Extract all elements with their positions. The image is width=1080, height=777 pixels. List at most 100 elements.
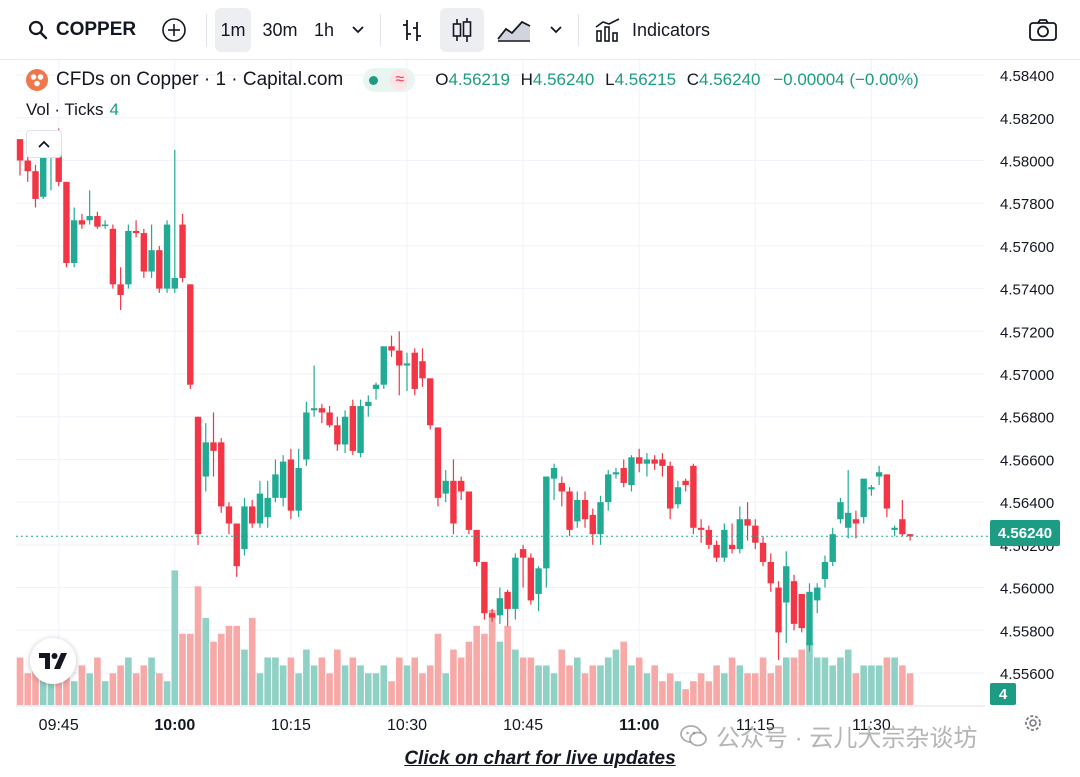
interval-1m[interactable]: 1m xyxy=(215,8,251,52)
candle xyxy=(589,508,596,545)
volume-bar xyxy=(721,673,728,705)
candle xyxy=(643,453,651,477)
close-label: C xyxy=(686,70,700,89)
top-toolbar: COPPER 1m 30m 1h Indicators xyxy=(0,0,1080,60)
candle xyxy=(759,536,767,567)
price-tick-label: 4.56400 xyxy=(1000,495,1054,512)
candle xyxy=(829,527,836,567)
volume-bar xyxy=(868,665,875,705)
volume-bar xyxy=(287,657,295,705)
volume-bar xyxy=(426,665,434,705)
candle-body xyxy=(597,502,604,535)
candle xyxy=(473,529,480,567)
series-title[interactable]: CFDs on Copper · 1 · Capital.com xyxy=(56,69,344,90)
interval-dropdown[interactable] xyxy=(344,8,372,52)
chevron-down-icon xyxy=(352,26,364,34)
volume-bar xyxy=(140,665,148,705)
candle xyxy=(457,476,465,501)
candle xyxy=(372,382,380,400)
symbol-search[interactable]: COPPER xyxy=(26,8,138,52)
bars-style-button[interactable] xyxy=(394,8,430,52)
volume-bar xyxy=(512,649,519,705)
collapse-legend-button[interactable] xyxy=(26,130,62,158)
candle-body xyxy=(156,250,163,289)
candle-body xyxy=(380,346,387,385)
candle xyxy=(117,267,124,310)
candle xyxy=(349,399,357,456)
candle-body xyxy=(303,412,310,460)
market-status-pill[interactable]: ≈ xyxy=(363,68,416,92)
candle-body xyxy=(860,478,867,518)
candle xyxy=(666,461,674,520)
candle-body xyxy=(612,472,620,475)
candle-body xyxy=(218,442,225,507)
volume-bar xyxy=(806,641,813,705)
candle-body xyxy=(365,401,372,407)
volume-bar xyxy=(341,665,349,705)
candle-body xyxy=(109,228,117,285)
candle xyxy=(70,207,78,268)
candle-body xyxy=(388,346,395,351)
candle-body xyxy=(821,561,829,580)
candle-body xyxy=(744,519,751,526)
volume-bar xyxy=(117,665,124,705)
candle xyxy=(171,149,178,293)
candle-body xyxy=(295,467,302,511)
candle xyxy=(218,438,225,513)
candle-body xyxy=(736,519,744,550)
candle-body xyxy=(775,587,782,633)
tradingview-logo-icon[interactable] xyxy=(30,638,76,684)
candle xyxy=(341,410,349,454)
candle-body xyxy=(256,493,264,524)
volume-bar xyxy=(326,673,333,705)
compare-button[interactable] xyxy=(156,8,192,52)
price-tick-label: 4.56000 xyxy=(1000,581,1054,598)
area-style-button[interactable] xyxy=(492,8,536,52)
candle-body xyxy=(891,527,898,530)
time-tick-label: 10:00 xyxy=(154,717,195,734)
candle xyxy=(233,523,240,577)
candle xyxy=(427,378,434,430)
candle-body xyxy=(40,154,47,197)
volume-bar xyxy=(589,665,597,705)
candles-style-button[interactable] xyxy=(440,8,484,52)
candle-body xyxy=(457,480,465,492)
candle-body xyxy=(690,465,697,528)
axis-settings-button[interactable] xyxy=(1022,712,1044,739)
candle xyxy=(837,497,844,524)
candle-body xyxy=(550,467,558,479)
candle-body xyxy=(581,500,589,520)
toolbar-divider xyxy=(206,14,207,46)
candle-body xyxy=(140,233,148,272)
indicators-button[interactable]: Indicators xyxy=(594,8,724,52)
candle-body xyxy=(790,581,798,624)
candle-body xyxy=(55,134,62,182)
volume-legend: Vol · Ticks 4 xyxy=(26,100,119,120)
bars-icon xyxy=(403,20,421,41)
live-updates-link[interactable]: Click on chart for live updates xyxy=(404,748,676,769)
candle xyxy=(527,553,535,605)
interval-30m[interactable]: 30m xyxy=(262,19,298,40)
candle xyxy=(775,581,782,661)
candle-body xyxy=(78,220,86,225)
candle-body xyxy=(728,544,736,550)
candle xyxy=(628,455,635,492)
candle xyxy=(481,561,488,620)
time-tick-label: 11:30 xyxy=(852,717,891,734)
volume-bar xyxy=(217,633,225,705)
volume-label: Vol · Ticks xyxy=(26,100,104,119)
candle xyxy=(558,476,565,507)
candle-body xyxy=(450,480,457,524)
candle-body xyxy=(721,529,728,558)
volume-bar xyxy=(55,665,62,705)
candle xyxy=(620,459,627,488)
candle-body xyxy=(674,487,682,505)
chart-style-dropdown[interactable] xyxy=(542,8,570,52)
interval-1h[interactable]: 1h xyxy=(313,19,335,40)
candle-body xyxy=(132,230,140,234)
candle-body xyxy=(63,181,70,263)
candle xyxy=(899,500,906,537)
snapshot-button[interactable] xyxy=(1024,8,1062,52)
candle-body xyxy=(101,224,109,227)
